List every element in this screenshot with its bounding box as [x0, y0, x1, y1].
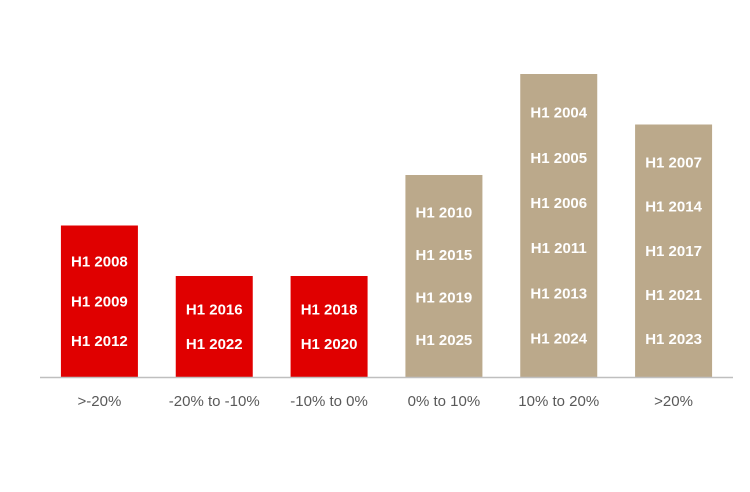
- x-tick-label: -10% to 0%: [290, 393, 368, 410]
- bar-label: H1 2023: [645, 331, 702, 348]
- bar-label: H1 2022: [186, 336, 243, 353]
- bar-1: [175, 276, 253, 377]
- bar-label: H1 2015: [416, 247, 473, 264]
- x-tick-label: 10% to 20%: [518, 393, 599, 410]
- bar-label: H1 2017: [645, 243, 702, 260]
- bar-4: [520, 74, 598, 377]
- bar-label: H1 2020: [301, 336, 358, 353]
- bar-2: [290, 276, 368, 377]
- x-tick-label: -20% to -10%: [169, 393, 260, 410]
- bar-3: [405, 175, 483, 377]
- x-tick-label: >20%: [654, 393, 693, 410]
- bar-label: H1 2011: [531, 240, 587, 257]
- bar-label: H1 2016: [186, 301, 243, 318]
- bar-label: H1 2012: [71, 333, 128, 350]
- bar-label: H1 2010: [416, 204, 473, 221]
- bar-label: H1 2005: [530, 150, 587, 167]
- bar-label: H1 2006: [530, 195, 587, 212]
- bar-label: H1 2021: [645, 287, 702, 304]
- bar-label: H1 2008: [71, 253, 128, 270]
- x-tick-labels: >-20% -20% to -10% -10% to 0% 0% to 10% 10% …: [78, 393, 693, 410]
- bar-label: H1 2024: [530, 330, 587, 347]
- bar-label: H1 2018: [301, 301, 358, 318]
- bar-label: H1 2019: [416, 289, 473, 306]
- bar-label: H1 2025: [416, 332, 473, 349]
- bar-label: H1 2009: [71, 293, 128, 310]
- bar-label: H1 2007: [645, 155, 702, 172]
- bar-label: H1 2004: [530, 105, 587, 122]
- x-tick-label: 0% to 10%: [408, 393, 481, 410]
- bar-5: [635, 124, 713, 377]
- bar-0: [60, 225, 138, 377]
- bar-label: H1 2013: [530, 285, 587, 302]
- bar-label: H1 2014: [645, 199, 702, 216]
- bars-group: H1 2008 H1 2009 H1 2012 H1 2016 H1 2022 H1 20…: [60, 74, 713, 377]
- x-tick-label: >-20%: [78, 393, 122, 410]
